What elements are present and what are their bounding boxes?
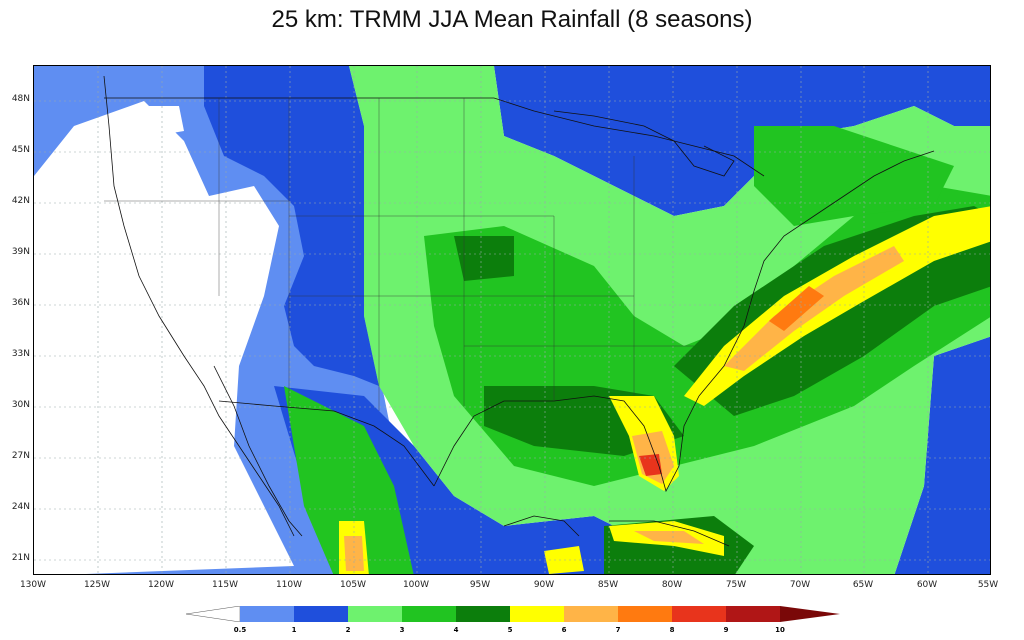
rain-field-dark-blue-west (204, 66, 379, 386)
lon-label-110w: 110W (275, 580, 303, 590)
rain-field-dark-blue-northeast (494, 66, 990, 216)
lat-label-27n: 27N (11, 451, 30, 461)
rain-field-orange-gulfstream (724, 246, 904, 371)
colorbar-bin-7-8 (618, 606, 672, 622)
lon-label-115w: 115W (211, 580, 239, 590)
colorbar-tick-0.5: 0.5 (233, 626, 247, 634)
lon-label-95w: 95W (469, 580, 491, 590)
map-gridlines (34, 66, 990, 574)
colorbar-bin-9-10 (726, 606, 780, 622)
lon-label-65w: 65W (852, 580, 874, 590)
lat-label-48n: 48N (11, 94, 30, 104)
lat-label-33n: 33N (11, 349, 30, 359)
state-borders (104, 98, 694, 411)
lon-label-125w: 125W (83, 580, 111, 590)
lat-label-36n: 36N (11, 298, 30, 308)
colorbar-tick-10: 10 (775, 626, 785, 634)
rain-field-dark-blue-atlantic (894, 336, 990, 574)
lon-label-100w: 100W (402, 580, 430, 590)
rainfall-map-canvas (34, 66, 990, 574)
rain-field-orange-mexico (344, 536, 364, 571)
gulf-coastline (433, 395, 700, 493)
lon-label-105w: 105W (339, 580, 367, 590)
lon-label-60w: 60W (916, 580, 938, 590)
mexico-border (218, 400, 435, 487)
lon-label-70w: 70W (789, 580, 811, 590)
lat-label-30n: 30N (11, 400, 30, 410)
colorbar-tick-4: 4 (453, 626, 459, 634)
lat-label-39n: 39N (11, 247, 30, 257)
colorbar-tick-7: 7 (615, 626, 621, 634)
lon-label-90w: 90W (533, 580, 555, 590)
baja-coastline (213, 365, 303, 537)
lat-label-24n: 24N (11, 502, 30, 512)
colorbar-high-arrow (780, 606, 840, 622)
east-coastline (698, 150, 935, 397)
rain-field-dark-green-ozarks (454, 236, 514, 281)
lon-label-120w: 120W (147, 580, 175, 590)
colorbar-bin-1-2 (294, 606, 348, 622)
canada-border (104, 97, 765, 177)
colorbar-low-arrow (186, 606, 241, 622)
rain-field-white-patch (149, 106, 184, 136)
colorbar-tick-1: 1 (291, 626, 297, 634)
rain-field-medium-green-mexico (284, 386, 414, 574)
lon-label-85w: 85W (597, 580, 619, 590)
rain-field-red-gulfstream (769, 286, 824, 331)
colorbar-tick-3: 3 (399, 626, 405, 634)
lat-label-42n: 42N (11, 196, 30, 206)
lon-label-75w: 75W (725, 580, 747, 590)
map-coastlines (103, 75, 935, 547)
cuba-outline (609, 520, 730, 547)
colorbar-tick-6: 6 (561, 626, 567, 634)
colorbar-bin-4-5 (456, 606, 510, 622)
lon-label-80w: 80W (661, 580, 683, 590)
colorbar-tick-2: 2 (345, 626, 351, 634)
colorbar-bin-8-9 (672, 606, 726, 622)
colorbar-bin-2-3 (348, 606, 402, 622)
colorbar-bin-6-7 (564, 606, 618, 622)
lat-label-45n: 45N (11, 145, 30, 155)
colorbar-tick-9: 9 (723, 626, 729, 634)
rain-field-orange-cuba (634, 531, 704, 544)
west-coastline (103, 75, 295, 537)
rain-field-white (34, 101, 294, 574)
rainfall-map (33, 65, 991, 575)
lon-label-55w: 55W (977, 580, 999, 590)
colorbar-bin-5-6 (510, 606, 564, 622)
colorbar (186, 606, 840, 622)
colorbar-bin-0.5-1 (240, 606, 294, 622)
lat-label-21n: 21N (11, 553, 30, 563)
colorbar-tick-8: 8 (669, 626, 675, 634)
colorbar-tick-5: 5 (507, 626, 513, 634)
map-title: 25 km: TRMM JJA Mean Rainfall (8 seasons… (271, 6, 753, 33)
rain-field-medium-green-northeast (754, 126, 954, 226)
colorbar-bin-3-4 (402, 606, 456, 622)
yucatan-coastline (503, 515, 580, 537)
great-lakes (553, 110, 735, 177)
lon-label-130w: 130W (19, 580, 47, 590)
